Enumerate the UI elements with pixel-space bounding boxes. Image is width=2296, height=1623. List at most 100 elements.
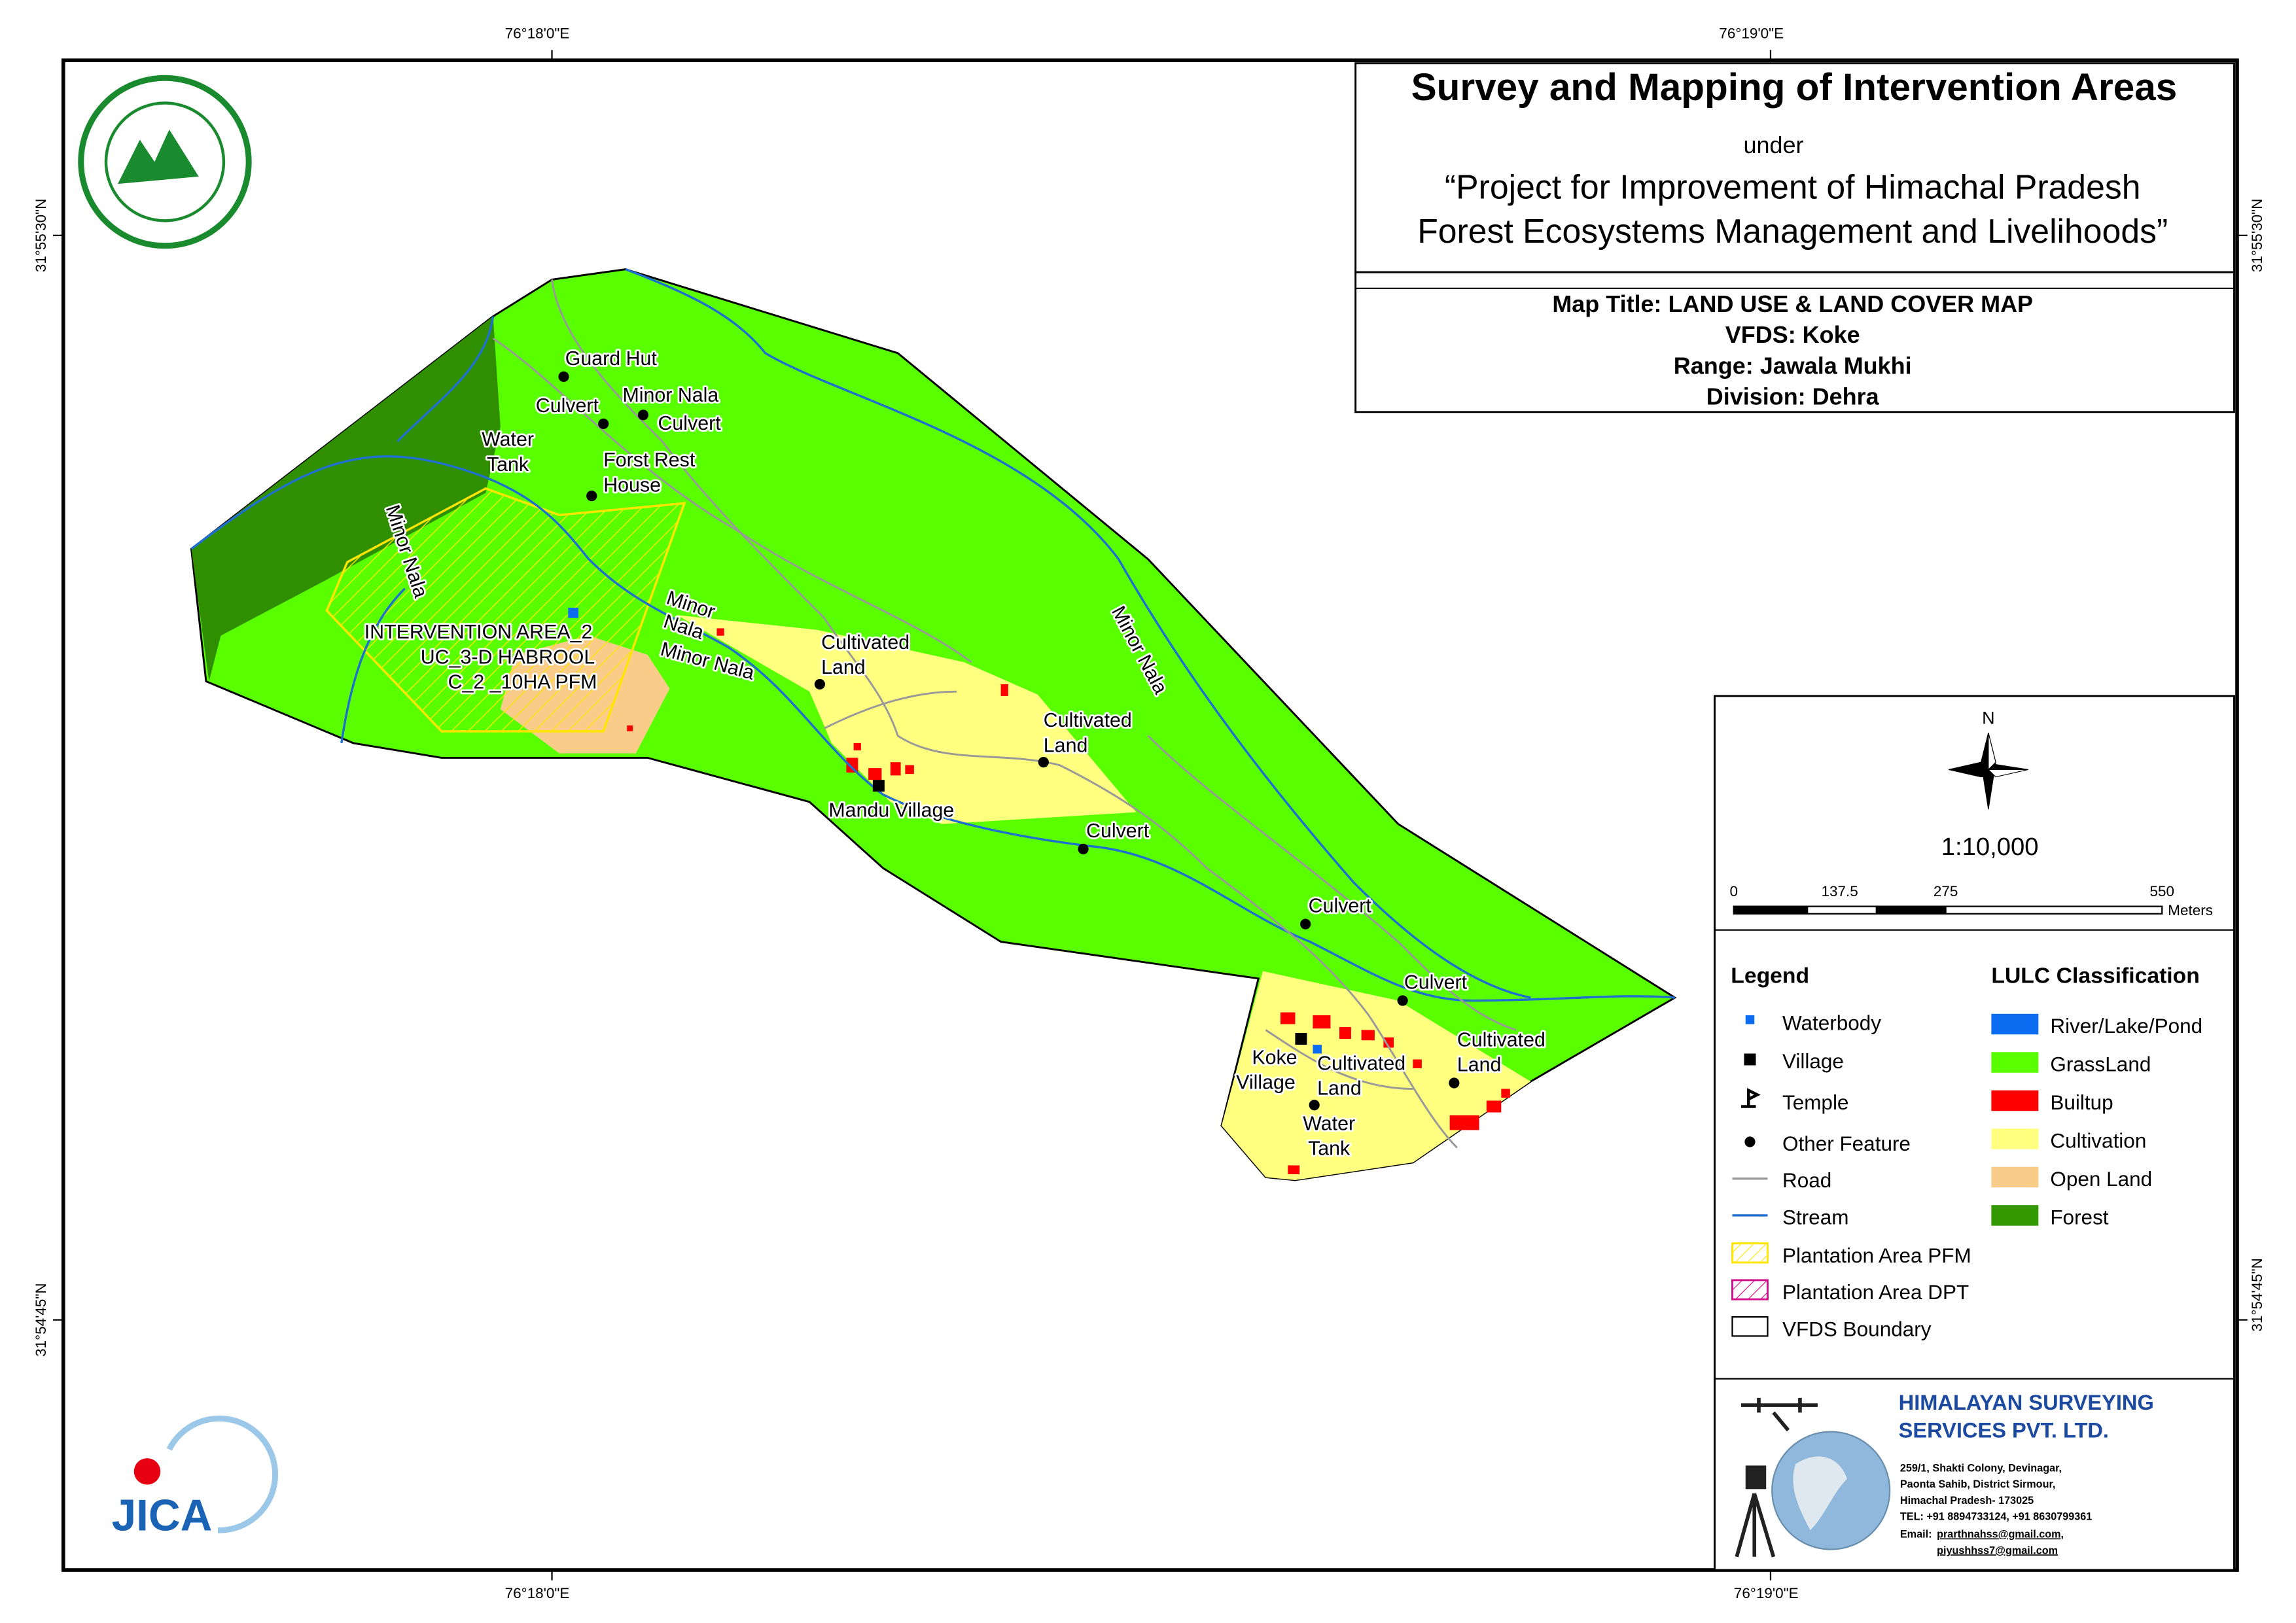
label: 31°55'30"N [2249,199,2265,273]
label: Forest Ecosystems Management and Livelih… [1417,212,2168,250]
label: Culvert [1086,820,1150,842]
rect-shape [1945,905,2163,915]
path-shape [1793,1456,1847,1531]
rect-shape [1501,1089,1510,1098]
circle-shape [1449,1077,1460,1089]
rect-shape [1991,1090,2039,1111]
rect-shape [1486,1100,1502,1113]
rect-shape [1745,1465,1767,1490]
rect-shape [1991,1166,2039,1188]
rect-shape [716,628,724,636]
g-shape [558,371,1460,1111]
circle-shape [1744,1136,1756,1147]
path-shape [340,587,406,744]
label: Land [1044,735,1088,756]
label: Tank [1308,1138,1351,1160]
label: 31°54'45"N [2249,1258,2265,1332]
label: Meters [2168,902,2213,918]
circle-shape [1038,757,1049,768]
rect-shape [890,762,901,776]
label: Forest [2050,1205,2108,1229]
rect-shape [1991,1205,2039,1226]
label: INTERVENTION AREA_2 [364,621,593,643]
label: Plantation Area PFM [1782,1244,1971,1267]
rect-shape [568,607,579,618]
label: Village [1782,1049,1844,1073]
label: Cultivated [1317,1053,1405,1074]
label: Tank [487,454,529,476]
path-shape [190,455,1675,1002]
rect-shape [1354,62,2235,273]
label: Forst Rest [603,449,696,471]
path-shape [117,129,199,184]
circle-shape [814,678,825,690]
rect-shape [1745,1015,1755,1024]
g-shape [1733,905,2163,915]
label: House [603,474,661,496]
rect-shape [1744,1053,1756,1066]
label: Mandu Village [828,799,954,821]
label: Culvert [658,413,721,434]
path-shape [1147,735,1517,1031]
label: VFDS Boundary [1782,1317,1932,1340]
path-shape [1740,1088,1761,1108]
label: Range: Jawala Mukhi [1674,352,1912,379]
rect-shape [1383,1037,1394,1048]
label: Land [821,657,866,678]
label: 259/1, Shakti Colony, Devinagar, [1900,1462,2062,1474]
rect-shape [853,742,861,751]
rect-shape [1991,1128,2039,1149]
path-shape [397,316,495,442]
rect-shape [1991,1052,2039,1073]
path-shape [1987,733,2028,778]
label: 1:10,000 [1941,833,2039,861]
rect-shape [1288,1165,1300,1174]
label: Other Feature [1782,1132,1911,1155]
rect-shape [1313,1015,1331,1029]
rect-shape [1731,1316,1769,1337]
circle-shape [586,490,597,502]
label: LULC Classification [1991,964,2200,988]
label: SERVICES PVT. LTD. [1899,1418,2109,1442]
rect-shape [1807,905,1878,915]
label: Waterbody [1782,1011,1881,1035]
polygon-shape [191,316,501,682]
label: Cultivated [1044,710,1132,731]
label: Survey and Mapping of Intervention Areas [1411,66,2178,109]
label: 137.5 [1822,883,1858,899]
label: C_2 _10HA PFM [448,672,597,693]
label: 550 [2150,883,2175,899]
label: Stream [1782,1205,1848,1229]
rect-shape [61,58,2239,1572]
label: Email: [1900,1529,1932,1541]
label: HIMALAYAN SURVEYING [1899,1390,2154,1414]
label: Builtup [2050,1091,2113,1114]
label: Culvert [536,395,599,417]
rect-shape [1280,1012,1296,1024]
label: GrassLand [2050,1053,2151,1076]
label: Cultivated [821,632,910,654]
path-shape [823,690,957,729]
label: River/Lake/Pond [2050,1014,2202,1038]
label: UC_3-D HABROOL [421,646,595,668]
rect-shape [1731,1242,1769,1264]
rect-shape [1875,905,1947,915]
label: Legend [1731,964,1809,988]
rect-shape [1339,1027,1351,1039]
label: VFDS: Koke [1725,321,1860,348]
circle-shape [1397,995,1408,1006]
path-shape [166,1415,279,1533]
rect-shape [1731,1279,1769,1300]
rect-shape [1000,684,1008,696]
polygon-shape [677,615,1137,824]
label: Culvert [1309,896,1372,917]
label: Cultivated [1457,1029,1545,1051]
circle-shape [133,1458,161,1485]
label: Water [482,429,534,451]
rect-shape [1354,271,2235,413]
rect-shape [627,725,633,731]
rect-shape [1313,1045,1322,1054]
